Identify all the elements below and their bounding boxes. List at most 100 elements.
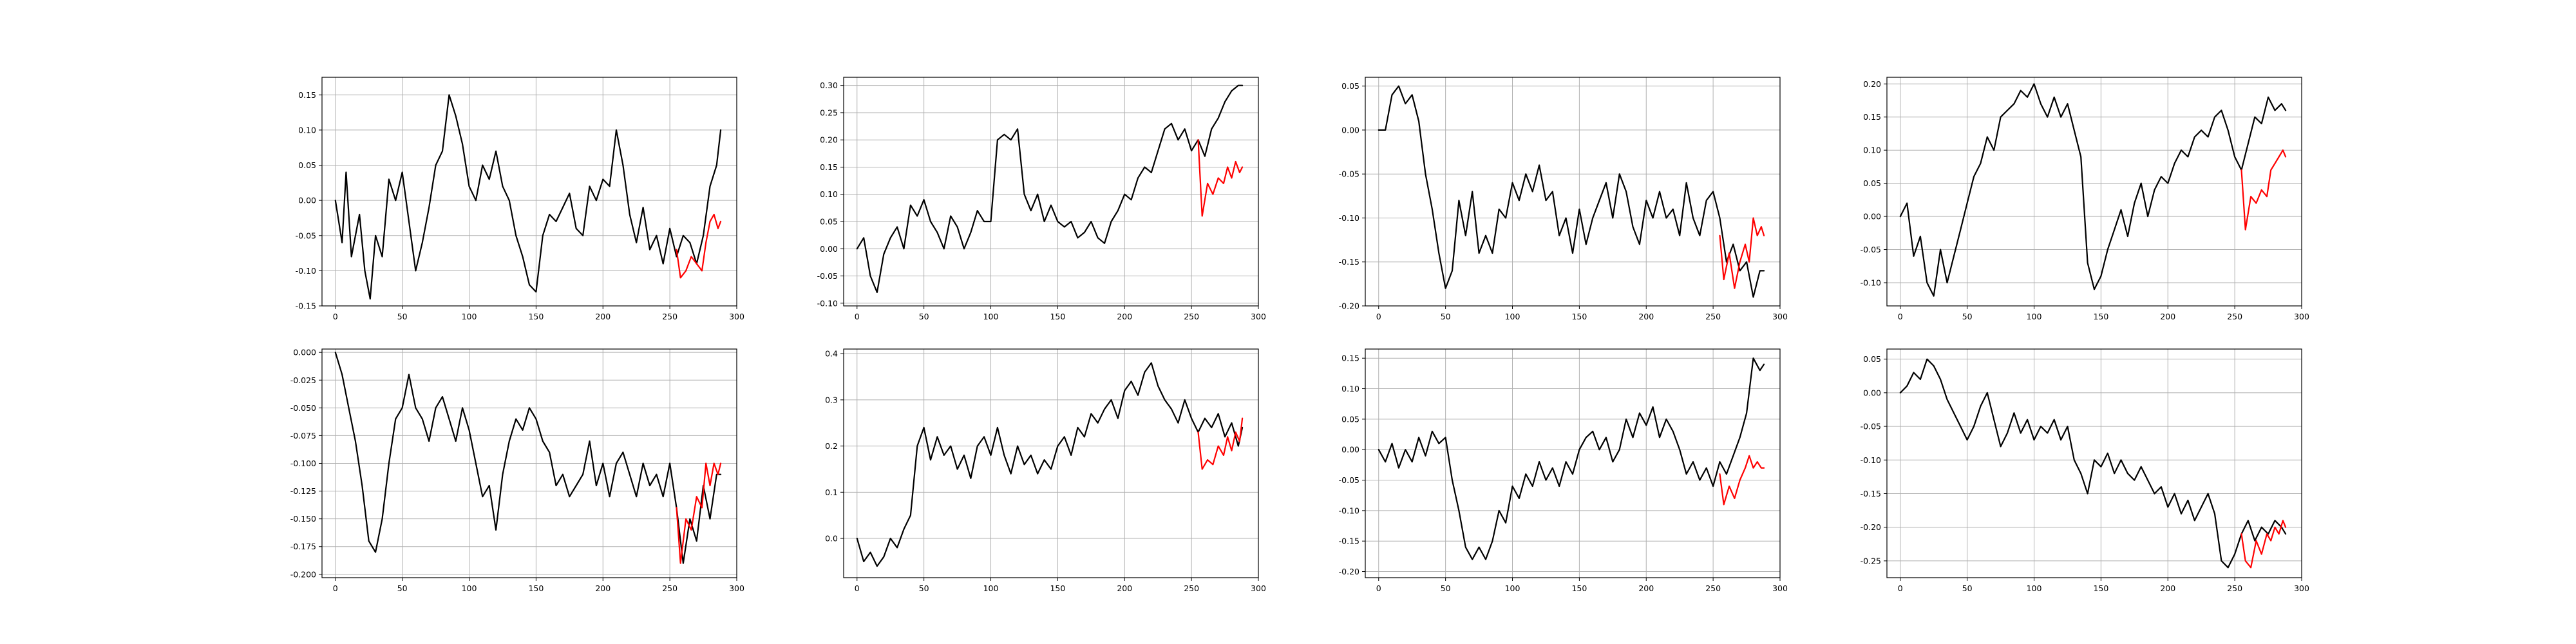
x-tick-label: 200 (1638, 312, 1654, 321)
y-tick-label: 0.05 (820, 216, 838, 226)
x-tick-label: 250 (1705, 312, 1721, 321)
forecast-series-line (1719, 455, 1765, 506)
y-tick-label: -0.20 (1339, 567, 1359, 576)
x-tick-label: 200 (595, 312, 611, 321)
y-tick-label: -0.075 (290, 431, 316, 440)
y-tick-label: -0.15 (1861, 489, 1881, 498)
x-tick-label: 150 (528, 312, 544, 321)
x-tick-label: 50 (1441, 312, 1451, 321)
x-tick-label: 50 (1441, 583, 1451, 593)
y-tick-label: 0.15 (1341, 354, 1359, 363)
x-tick-label: 150 (1050, 312, 1065, 321)
x-tick-label: 100 (462, 583, 477, 593)
y-tick-label: 0.05 (1341, 414, 1359, 424)
x-tick-label: 50 (919, 583, 929, 593)
x-tick-label: 300 (2294, 583, 2309, 593)
x-tick-label: 0 (1376, 583, 1381, 593)
y-tick-label: -0.05 (1339, 475, 1359, 485)
x-tick-label: 300 (729, 312, 744, 321)
y-tick-label: -0.10 (1339, 506, 1359, 515)
y-tick-label: 0.00 (298, 196, 316, 205)
x-tick-label: 100 (2027, 583, 2042, 593)
x-tick-label: 300 (2294, 312, 2309, 321)
y-tick-label: -0.05 (817, 271, 838, 281)
x-tick-label: 150 (528, 583, 544, 593)
plot-frame (321, 348, 737, 578)
y-tick-label: 0.05 (1341, 81, 1359, 91)
y-tick-label: 0.000 (293, 348, 316, 357)
actual-series-line (1378, 85, 1765, 298)
x-tick-label: 100 (462, 312, 477, 321)
y-tick-label: -0.150 (290, 514, 316, 524)
x-tick-label: 0 (855, 583, 860, 593)
y-tick-label: 0.25 (820, 108, 838, 117)
x-tick-label: 50 (919, 312, 929, 321)
y-tick-label: -0.05 (1339, 169, 1359, 179)
y-tick-label: -0.20 (1339, 301, 1359, 311)
y-tick-label: -0.10 (1861, 455, 1881, 465)
subplot-8: 0 50 100 150 200 250 300 -0.25 -0.20 -0.15 -0.10 -0… (1861, 348, 2309, 593)
y-tick-label: 0.05 (1863, 178, 1881, 188)
plot-frame (1365, 77, 1781, 307)
plot-frame (843, 348, 1259, 578)
y-tick-label: 0.15 (820, 162, 838, 172)
x-tick-label: 150 (1571, 312, 1587, 321)
y-tick-label: -0.025 (290, 375, 316, 385)
y-tick-label: 0.00 (820, 244, 838, 254)
y-tick-label: 0.10 (1341, 384, 1359, 393)
x-tick-label: 250 (1705, 583, 1721, 593)
x-tick-label: 250 (662, 583, 677, 593)
x-tick-label: 50 (1962, 583, 1973, 593)
x-tick-label: 100 (983, 312, 999, 321)
x-tick-label: 100 (2027, 312, 2042, 321)
y-tick-label: -0.05 (1861, 245, 1881, 254)
y-tick-label: 0.05 (1863, 354, 1881, 364)
y-tick-label: 0.20 (1863, 79, 1881, 89)
x-tick-label: 50 (397, 583, 408, 593)
y-tick-label: -0.05 (1861, 422, 1881, 431)
x-tick-label: 250 (1184, 583, 1199, 593)
y-tick-label: 0.1 (825, 488, 838, 497)
forecast-series-line (2240, 149, 2287, 231)
actual-series-line (334, 352, 722, 564)
y-tick-label: 0.15 (1863, 112, 1881, 122)
x-tick-label: 0 (333, 312, 338, 321)
y-tick-label: 0.4 (825, 349, 838, 359)
y-tick-label: 0.30 (820, 80, 838, 90)
y-tick-label: -0.20 (1861, 522, 1881, 532)
forecast-series-line (1197, 417, 1244, 470)
y-tick-label: 0.10 (1863, 146, 1881, 155)
y-tick-label: -0.050 (290, 403, 316, 413)
x-tick-label: 300 (1772, 583, 1788, 593)
subplot-7: 0 50 100 150 200 250 300 -0.20 -0.15 -0.10 -0.05 0.… (1339, 348, 1788, 593)
x-tick-label: 100 (983, 583, 999, 593)
y-tick-label: -0.10 (817, 298, 838, 308)
x-tick-label: 150 (1571, 583, 1587, 593)
actual-series-line (334, 94, 722, 300)
forecast-series-line (676, 462, 722, 564)
plot-frame (1886, 348, 2302, 578)
y-tick-label: -0.15 (1339, 536, 1359, 546)
x-tick-label: 300 (1251, 312, 1266, 321)
forecast-series-line (1197, 139, 1244, 217)
x-tick-label: 50 (397, 312, 408, 321)
y-tick-label: -0.15 (1339, 257, 1359, 267)
actual-series-line (1378, 357, 1765, 560)
actual-series-line (856, 362, 1244, 567)
subplot-5: 0 50 100 150 200 250 300 -0.200 -0.175 -0.150 -0.1… (290, 348, 744, 593)
x-tick-label: 250 (662, 312, 677, 321)
subplot-2: 0 50 100 150 200 250 300 -0.10 -0.05 0.00 0.05 0.10… (817, 77, 1266, 321)
forecast-series-line (676, 213, 722, 279)
y-tick-label: 0.10 (298, 125, 316, 135)
x-tick-label: 0 (1376, 312, 1381, 321)
y-tick-label: 0.00 (1863, 388, 1881, 397)
subplot-3: 0 50 100 150 200 250 300 -0.20 -0.15 -0.10 -0.05 0.… (1339, 77, 1788, 321)
y-tick-label: 0.3 (825, 395, 838, 404)
y-tick-label: 0.00 (1863, 212, 1881, 222)
x-tick-label: 200 (1117, 312, 1132, 321)
x-tick-label: 300 (729, 583, 744, 593)
plot-frame (843, 77, 1259, 307)
y-tick-label: -0.175 (290, 542, 316, 551)
x-tick-label: 200 (2160, 583, 2175, 593)
